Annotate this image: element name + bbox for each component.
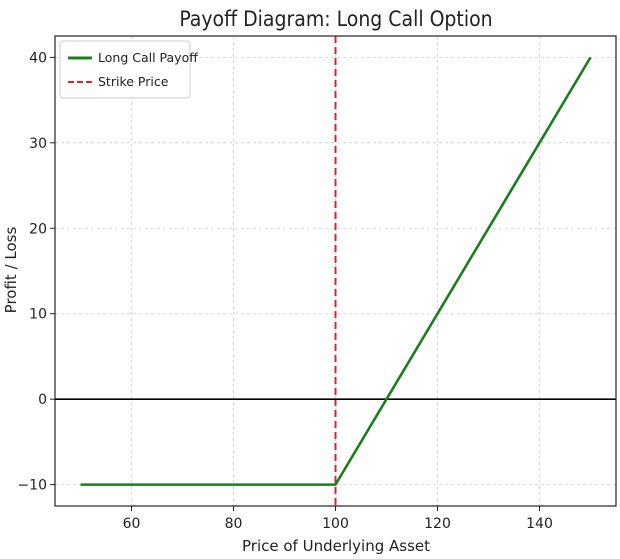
y-axis-ticks: −10 0 10 20 30 40 <box>17 50 55 494</box>
legend-label-long-call: Long Call Payoff <box>98 50 198 65</box>
y-tick-label: 0 <box>38 392 47 408</box>
y-tick-label: 40 <box>29 50 47 66</box>
y-tick-label: −10 <box>17 478 47 494</box>
x-axis-label: Price of Underlying Asset <box>242 537 430 555</box>
y-tick-label: 30 <box>29 136 47 152</box>
series <box>80 56 592 486</box>
x-tick-label: 120 <box>424 516 451 532</box>
chart-title: Payoff Diagram: Long Call Option <box>179 7 492 31</box>
x-axis-ticks: 60 80 100 120 140 <box>123 506 553 532</box>
y-tick-label: 20 <box>29 221 47 237</box>
x-tick-label: 80 <box>225 516 243 532</box>
x-tick-label: 100 <box>322 516 349 532</box>
series-line-long-call-payoff <box>80 56 592 486</box>
x-tick-label: 140 <box>526 516 553 532</box>
legend: Long Call Payoff Strike Price <box>59 40 198 99</box>
legend-label-strike: Strike Price <box>98 74 169 89</box>
x-tick-label: 60 <box>123 516 141 532</box>
reference-lines <box>55 36 616 506</box>
legend-box <box>59 40 191 99</box>
y-axis-label: Profit / Loss <box>2 227 20 314</box>
y-tick-label: 10 <box>29 307 47 323</box>
